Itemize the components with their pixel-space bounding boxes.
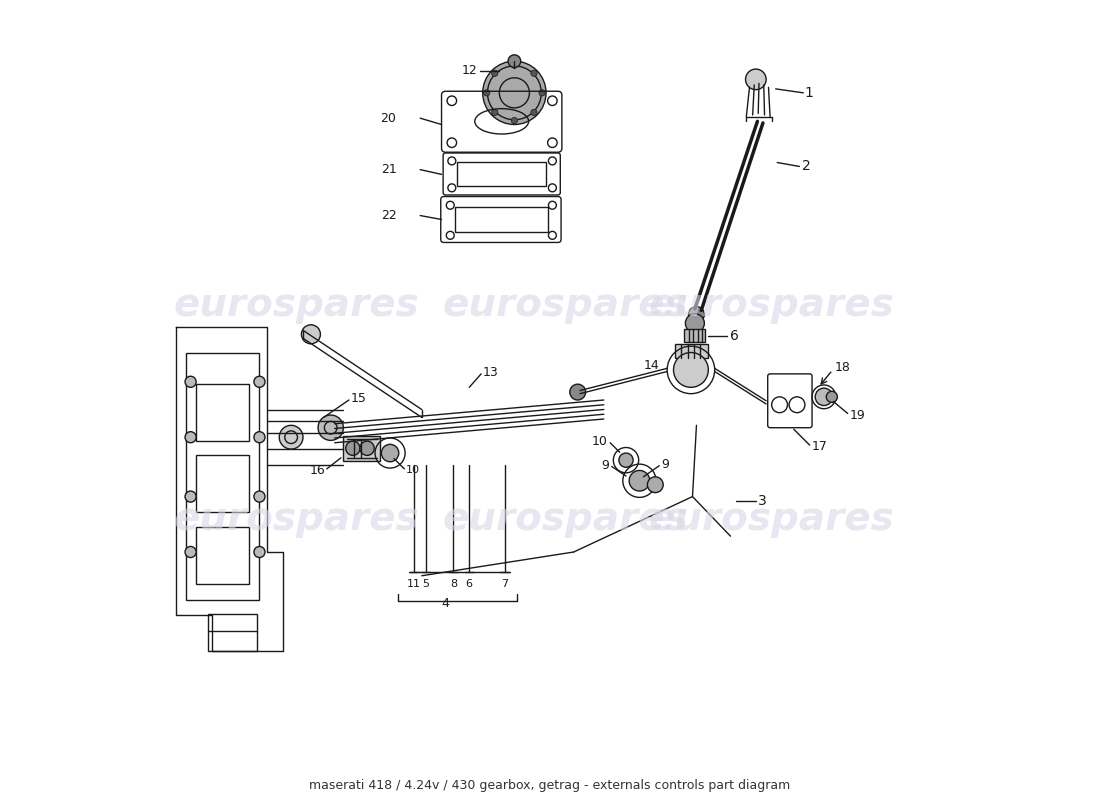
Circle shape [531,110,537,115]
Text: 16: 16 [309,464,326,477]
Circle shape [318,415,343,440]
Circle shape [539,90,546,96]
Text: 1: 1 [805,86,814,100]
Circle shape [629,470,650,491]
Circle shape [570,384,585,400]
Text: 20: 20 [381,112,396,125]
Circle shape [619,453,634,467]
Text: 19: 19 [849,409,865,422]
Circle shape [345,441,360,455]
Bar [684,329,705,342]
Bar [675,344,708,358]
Text: 14: 14 [644,359,659,373]
Circle shape [746,69,766,90]
Text: 6: 6 [729,329,738,343]
Circle shape [826,391,837,402]
Circle shape [512,118,517,124]
Circle shape [483,61,546,125]
Text: 3: 3 [758,494,767,508]
Circle shape [685,314,704,333]
Circle shape [508,55,520,67]
Circle shape [492,70,498,77]
Text: eurospares: eurospares [174,500,419,538]
Circle shape [673,353,708,387]
Text: 9: 9 [602,459,609,472]
Circle shape [531,70,537,77]
Bar [455,207,548,232]
Circle shape [185,376,196,387]
Text: eurospares: eurospares [649,286,894,324]
Bar [458,162,546,186]
Text: 17: 17 [812,440,827,454]
Circle shape [185,546,196,558]
Text: 15: 15 [351,392,366,405]
Circle shape [185,432,196,442]
Bar [196,455,250,513]
Bar [196,526,250,584]
Text: 12: 12 [461,64,477,77]
Text: eurospares: eurospares [443,286,689,324]
Circle shape [360,441,374,455]
Text: eurospares: eurospares [443,500,689,538]
Circle shape [185,491,196,502]
Circle shape [512,62,517,68]
Circle shape [254,546,265,558]
Circle shape [815,388,833,406]
Text: 13: 13 [483,366,498,378]
Circle shape [254,376,265,387]
Text: 5: 5 [422,578,429,589]
Bar [208,614,257,651]
Text: 22: 22 [381,209,396,222]
Text: maserati 418 / 4.24v / 430 gearbox, getrag - externals controls part diagram: maserati 418 / 4.24v / 430 gearbox, getr… [309,779,791,792]
Text: 10: 10 [592,434,608,448]
Text: 10: 10 [406,466,420,475]
Circle shape [254,432,265,442]
Circle shape [492,110,498,115]
Text: 2: 2 [802,159,811,174]
Text: 8: 8 [450,578,456,589]
Circle shape [254,491,265,502]
Text: 11: 11 [407,578,421,589]
Text: 6: 6 [465,578,473,589]
Text: 9: 9 [661,458,670,470]
Text: 7: 7 [502,578,508,589]
Text: 21: 21 [381,163,396,176]
Text: eurospares: eurospares [649,500,894,538]
Text: eurospares: eurospares [174,286,419,324]
Circle shape [689,306,704,322]
Bar [342,436,380,461]
Bar [186,353,258,599]
Circle shape [648,477,663,493]
Bar [196,384,250,441]
Text: 4: 4 [441,597,450,610]
Circle shape [484,90,490,96]
Circle shape [301,325,320,344]
Text: 18: 18 [835,361,851,374]
Circle shape [279,426,302,449]
Circle shape [382,444,399,462]
